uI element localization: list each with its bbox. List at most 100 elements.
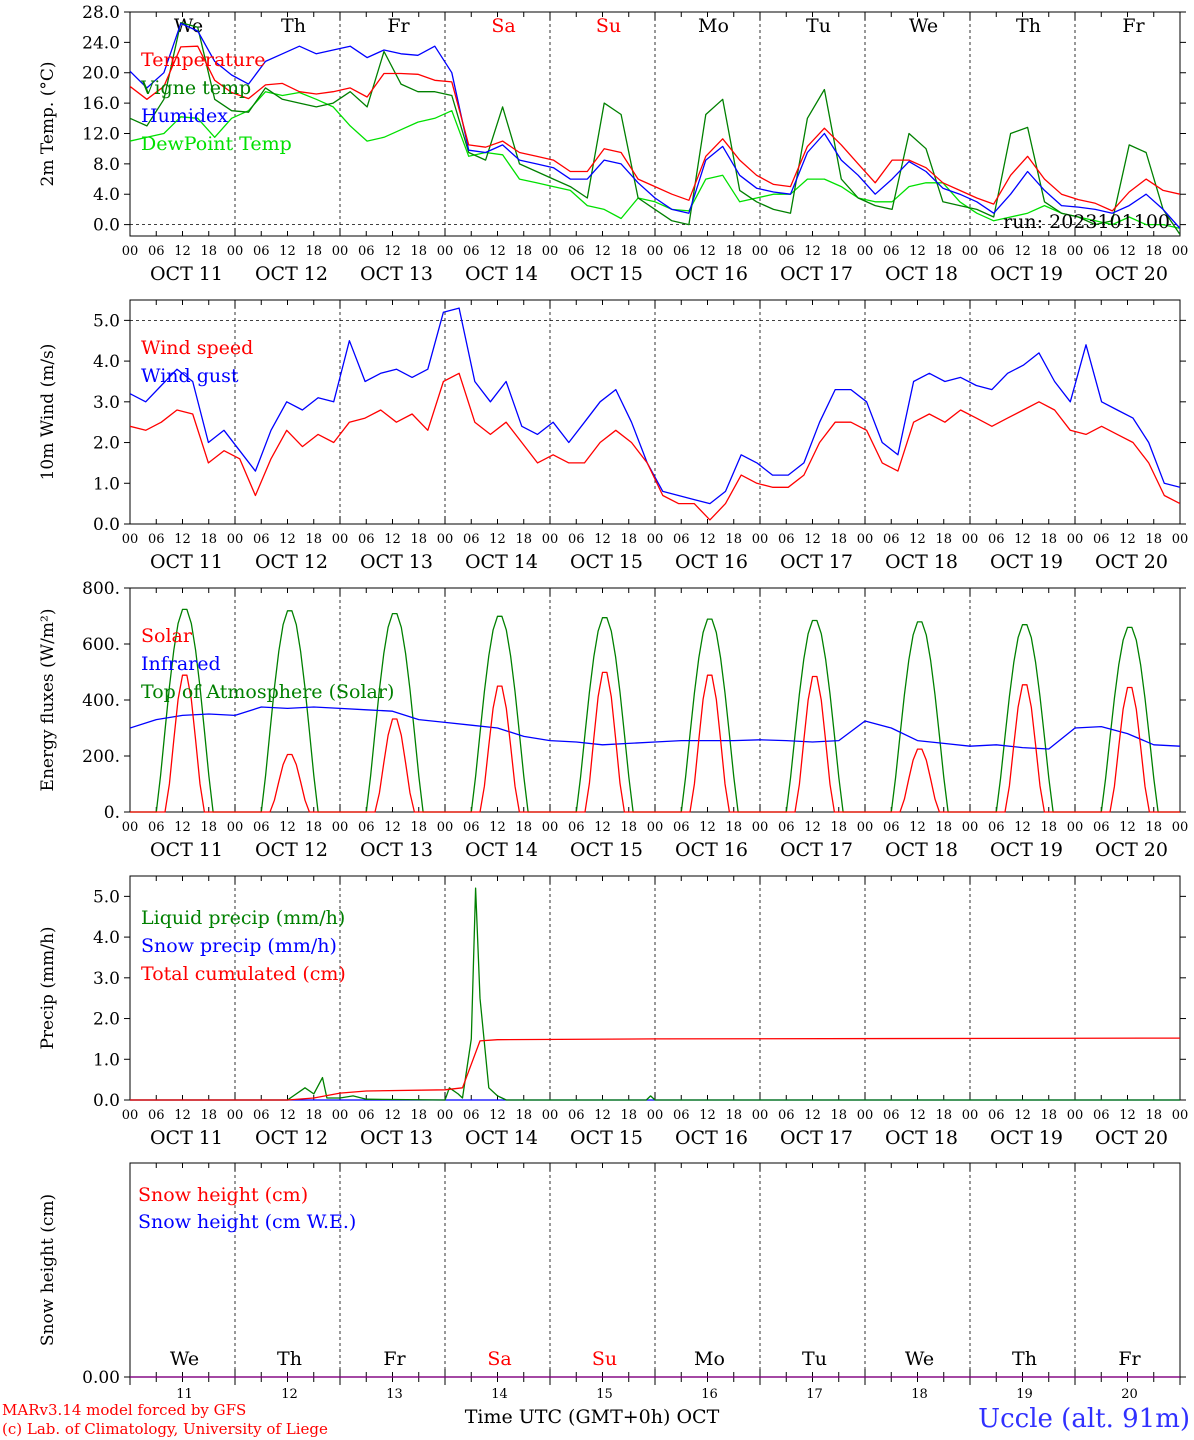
date-label: OCT 11 bbox=[150, 551, 223, 573]
series-group bbox=[130, 21, 1180, 235]
legend-entry: Total cumulated (cm) bbox=[141, 963, 346, 985]
hour-tick-label: 06 bbox=[358, 820, 375, 835]
hour-tick-label: 18 bbox=[830, 532, 847, 547]
date-label: OCT 16 bbox=[675, 263, 748, 285]
date-label: OCT 15 bbox=[570, 1127, 643, 1149]
y-tick-label: 5.0 bbox=[93, 887, 120, 907]
legend-entry: Vigne temp bbox=[140, 77, 251, 99]
day-number-label: 11 bbox=[176, 1387, 193, 1402]
hour-tick-label: 18 bbox=[1040, 1108, 1057, 1123]
hour-tick-label: 12 bbox=[909, 244, 926, 259]
credit-model: MARv3.14 model forced by GFS bbox=[2, 1401, 246, 1419]
hour-tick-label: 00 bbox=[1172, 820, 1189, 835]
hour-tick-label: 18 bbox=[620, 532, 637, 547]
hour-tick-label: 18 bbox=[620, 1108, 637, 1123]
y-tick-label: 3.0 bbox=[93, 969, 120, 989]
y-tick-label: 3.0 bbox=[93, 393, 120, 413]
hour-tick-label: 06 bbox=[358, 1108, 375, 1123]
hour-tick-label: 18 bbox=[830, 244, 847, 259]
hour-tick-label: 06 bbox=[778, 820, 795, 835]
hour-tick-label: 00 bbox=[962, 820, 979, 835]
hour-tick-label: 06 bbox=[883, 820, 900, 835]
hour-tick-label: 12 bbox=[1014, 532, 1031, 547]
legend-entry: Snow height (cm) bbox=[138, 1184, 308, 1206]
hour-tick-label: 00 bbox=[1067, 532, 1084, 547]
hour-tick-label: 06 bbox=[883, 532, 900, 547]
weekday-label: Th bbox=[1012, 1348, 1037, 1370]
hour-tick-label: 06 bbox=[778, 532, 795, 547]
weekday-label: We bbox=[170, 1348, 199, 1370]
hour-tick-label: 00 bbox=[437, 820, 454, 835]
date-label: OCT 20 bbox=[1095, 551, 1168, 573]
hour-tick-label: 18 bbox=[515, 532, 532, 547]
date-label: OCT 19 bbox=[990, 839, 1063, 861]
hour-tick-label: 18 bbox=[935, 1108, 952, 1123]
y-tick-label: 0.0 bbox=[93, 515, 120, 535]
date-label: OCT 16 bbox=[675, 1127, 748, 1149]
hour-tick-label: 00 bbox=[752, 1108, 769, 1123]
hour-tick-label: 18 bbox=[305, 820, 322, 835]
x-axis-title: Time UTC (GMT+0h) OCT bbox=[465, 1406, 720, 1428]
y-tick-label: 8.0 bbox=[93, 155, 120, 175]
hour-tick-label: 18 bbox=[935, 820, 952, 835]
y-tick-label: 200. bbox=[82, 747, 120, 767]
date-label: OCT 14 bbox=[465, 551, 538, 573]
hour-tick-label: 00 bbox=[227, 820, 244, 835]
hour-tick-label: 18 bbox=[1145, 244, 1162, 259]
date-label: OCT 12 bbox=[255, 263, 328, 285]
legend-entry: Wind gust bbox=[141, 365, 239, 387]
hour-tick-label: 12 bbox=[909, 1108, 926, 1123]
weekday-label: Fr bbox=[1118, 1348, 1141, 1370]
hour-tick-label: 00 bbox=[437, 532, 454, 547]
series-line-4 bbox=[130, 91, 1180, 230]
date-label: OCT 19 bbox=[990, 1127, 1063, 1149]
hour-tick-label: 18 bbox=[725, 1108, 742, 1123]
hour-tick-label: 06 bbox=[988, 532, 1005, 547]
hour-tick-label: 12 bbox=[594, 244, 611, 259]
hour-tick-label: 12 bbox=[279, 532, 296, 547]
panel-1: 0.0 4.0 8.0 12.0 16.0 20.0 24.0 28.0 2m Temp. (°… bbox=[38, 3, 1188, 285]
date-label: OCT 14 bbox=[465, 263, 538, 285]
hour-tick-label: 00 bbox=[752, 532, 769, 547]
hour-tick-label: 12 bbox=[1014, 244, 1031, 259]
y-tick-label: 600. bbox=[82, 635, 120, 655]
hour-tick-label: 12 bbox=[489, 532, 506, 547]
date-label: OCT 17 bbox=[780, 1127, 853, 1149]
hour-tick-label: 06 bbox=[778, 1108, 795, 1123]
date-label: OCT 15 bbox=[570, 263, 643, 285]
hour-tick-label: 06 bbox=[778, 244, 795, 259]
hour-tick-label: 00 bbox=[647, 244, 664, 259]
hour-tick-label: 00 bbox=[1067, 820, 1084, 835]
hour-tick-label: 06 bbox=[988, 244, 1005, 259]
hour-tick-label: 18 bbox=[515, 1108, 532, 1123]
y-axis-label: Snow height (cm) bbox=[38, 1194, 58, 1346]
hour-tick-label: 06 bbox=[988, 1108, 1005, 1123]
hour-tick-label: 06 bbox=[463, 1108, 480, 1123]
legend-entry: Temperature bbox=[141, 49, 265, 71]
hour-tick-label: 06 bbox=[358, 244, 375, 259]
hour-tick-label: 00 bbox=[1067, 244, 1084, 259]
panel-2: 0.0 1.0 2.0 3.0 4.0 5.0 10m Wind (m/s) 00 06 12 18… bbox=[38, 299, 1188, 573]
series-line-1 bbox=[130, 887, 1180, 1101]
hour-tick-label: 18 bbox=[725, 244, 742, 259]
hour-tick-label: 00 bbox=[857, 820, 874, 835]
hour-tick-label: 00 bbox=[227, 1108, 244, 1123]
y-axis-label: 10m Wind (m/s) bbox=[38, 344, 58, 481]
weekday-label: Fr bbox=[383, 1348, 406, 1370]
plot-frame bbox=[129, 299, 1181, 525]
date-label: OCT 17 bbox=[780, 839, 853, 861]
y-tick-label: 2.0 bbox=[93, 1010, 120, 1030]
hour-tick-label: 18 bbox=[410, 244, 427, 259]
hour-tick-label: 06 bbox=[568, 244, 585, 259]
hour-tick-label: 12 bbox=[489, 244, 506, 259]
hour-tick-label: 06 bbox=[358, 532, 375, 547]
hour-tick-label: 00 bbox=[122, 1108, 139, 1123]
credit-lab: (c) Lab. of Climatology, University of L… bbox=[2, 1420, 328, 1438]
hour-tick-label: 00 bbox=[857, 244, 874, 259]
date-label: OCT 13 bbox=[360, 263, 433, 285]
hour-tick-label: 18 bbox=[830, 1108, 847, 1123]
date-label: OCT 19 bbox=[990, 551, 1063, 573]
hour-tick-label: 12 bbox=[174, 532, 191, 547]
date-label: OCT 20 bbox=[1095, 263, 1168, 285]
